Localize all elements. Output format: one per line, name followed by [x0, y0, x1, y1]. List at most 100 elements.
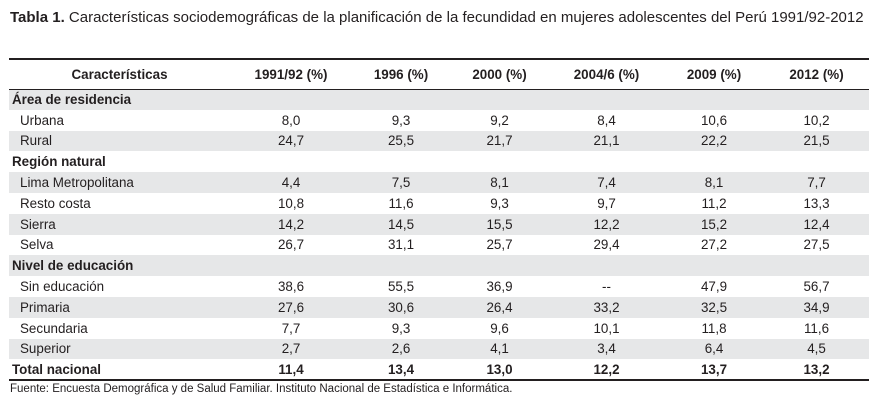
table-cell: 12,4: [803, 216, 830, 232]
table-caption: Tabla 1. Características sociodemográfic…: [10, 7, 870, 28]
table-cell: 15,2: [700, 216, 728, 232]
table-header: Características 1991/92 (%) 1996 (%) 200…: [9, 58, 869, 90]
table-cell: 29,4: [593, 237, 620, 253]
column-header: 2004/6 (%): [549, 58, 664, 90]
table-cell: 8,0: [281, 112, 301, 128]
table-cell: 8,4: [597, 112, 616, 128]
table-cell: 13,0: [450, 359, 549, 382]
table-cell: 10,1: [593, 320, 620, 336]
data-table: Características 1991/92 (%) 1996 (%) 200…: [9, 58, 869, 382]
table-cell: 26,7: [277, 237, 305, 253]
table-cell: 14,2: [277, 216, 305, 232]
table-cell: 27,2: [700, 237, 728, 253]
table-row: Sierra 14,2 14,5 15,5 12,2 15,2 12,4: [9, 213, 869, 235]
table-cell: 11,8: [701, 320, 727, 336]
table-cell: 27,5: [803, 237, 830, 253]
table-cell: 11,4: [230, 359, 352, 382]
group-label: Región natural: [12, 154, 106, 170]
table-row: Secundaria 7,7 9,3 9,6 10,1 11,8 11,6: [9, 318, 869, 339]
table-row: Selva 26,7 31,1 25,7 29,4 27,2 27,5: [9, 235, 869, 256]
caption-label: Tabla 1.: [10, 9, 65, 26]
row-label: Selva: [20, 237, 54, 253]
table-cell: 9,2: [490, 112, 509, 128]
table-cell: 10,2: [803, 112, 830, 128]
table-cell: 7,5: [391, 175, 411, 191]
group-row: Nivel de educación: [9, 255, 869, 277]
column-header: 2012 (%): [764, 58, 869, 90]
header-row: Características 1991/92 (%) 1996 (%) 200…: [9, 58, 869, 90]
table-cell: 9,3: [391, 112, 411, 128]
table-cell: 32,5: [700, 299, 728, 315]
table-cell: 3,4: [597, 341, 616, 357]
column-header: Características: [9, 58, 230, 90]
table-body: Área de residencia Urbana 8,0 9,3 9,2 8,4 10,6…: [9, 89, 869, 382]
table-row: Sin educación 38,6 55,5 36,9 -- 47,9 56,7: [9, 276, 869, 297]
source-note: Fuente: Encuesta Demográfica y de Salud …: [10, 383, 513, 395]
table-cell: 21,7: [486, 133, 513, 149]
row-label: Secundaria: [20, 320, 88, 336]
row-label: Resto costa: [20, 195, 91, 211]
column-header: 2009 (%): [664, 58, 764, 90]
row-label: Primaria: [20, 299, 70, 315]
row-label: Sin educación: [20, 279, 105, 295]
table-cell: 21,1: [593, 133, 620, 149]
table-row: Lima Metropolitana 4,4 7,5 8,1 7,4 8,1 7,7: [9, 172, 869, 193]
table-cell: 31,1: [387, 237, 415, 253]
table-cell: 15,5: [486, 216, 513, 232]
table-cell: 21,5: [803, 133, 830, 149]
table-cell: 34,9: [803, 299, 830, 315]
table-cell: 13,3: [803, 195, 830, 211]
table-cell: 2,7: [281, 341, 301, 357]
table-cell: 11,2: [701, 195, 727, 211]
table-row: Resto costa 10,8 11,6 9,3 9,7 11,2 13,3: [9, 193, 869, 214]
table-cell: 24,7: [277, 133, 305, 149]
table-cell: 22,2: [700, 133, 728, 149]
table-cell: 33,2: [593, 299, 620, 315]
table-cell: 12,2: [549, 359, 664, 382]
table-cell: 2,6: [391, 341, 411, 357]
table-cell: 4,1: [490, 341, 509, 357]
group-row: Región natural: [9, 151, 869, 172]
column-header: 1991/92 (%): [230, 58, 352, 90]
table-cell: 47,9: [700, 279, 728, 295]
table-cell: 10,6: [700, 112, 728, 128]
table-cell: 9,6: [490, 320, 509, 336]
table-cell: 27,6: [277, 299, 305, 315]
table-cell: 13,7: [664, 359, 764, 382]
table-cell: 9,3: [391, 320, 411, 336]
table-cell: --: [602, 279, 611, 295]
table-cell: 36,9: [486, 279, 513, 295]
table-cell: 9,7: [597, 195, 616, 211]
table-cell: 7,7: [807, 175, 826, 191]
row-label: Lima Metropolitana: [20, 175, 134, 191]
table-cell: 8,1: [490, 175, 509, 191]
table-cell: 56,7: [803, 279, 830, 295]
table-row: Rural 24,7 25,5 21,7 21,1 22,2 21,5: [9, 130, 869, 152]
table-cell: 4,4: [281, 175, 301, 191]
table-cell: 14,5: [387, 216, 415, 232]
table-cell: 25,5: [387, 133, 415, 149]
table-cell: 26,4: [486, 299, 513, 315]
group-label: Área de residencia: [12, 92, 132, 108]
table-cell: 38,6: [277, 279, 305, 295]
table-cell: 9,3: [490, 195, 509, 211]
table-cell: 13,4: [352, 359, 450, 382]
table-cell: 6,4: [704, 341, 724, 357]
table-cell: 13,2: [764, 359, 869, 382]
row-label: Rural: [20, 133, 52, 149]
table-cell: 25,7: [486, 237, 513, 253]
table-row: Urbana 8,0 9,3 9,2 8,4 10,6 10,2: [9, 110, 869, 131]
table-cell: 55,5: [387, 279, 415, 295]
row-label: Total nacional: [9, 359, 230, 382]
column-header: 2000 (%): [450, 58, 549, 90]
table-row: Primaria 27,6 30,6 26,4 33,2 32,5 34,9: [9, 296, 869, 318]
table-cell: 11,6: [803, 320, 830, 336]
row-label: Sierra: [20, 216, 56, 232]
caption-text: Características sociodemográficas de la …: [68, 9, 864, 26]
table-cell: 7,7: [281, 320, 301, 336]
table-cell: 4,5: [807, 341, 826, 357]
table-cell: 10,8: [277, 195, 305, 211]
row-label: Superior: [20, 341, 71, 357]
table-cell: 11,6: [388, 195, 414, 211]
group-row: Área de residencia: [9, 89, 869, 110]
